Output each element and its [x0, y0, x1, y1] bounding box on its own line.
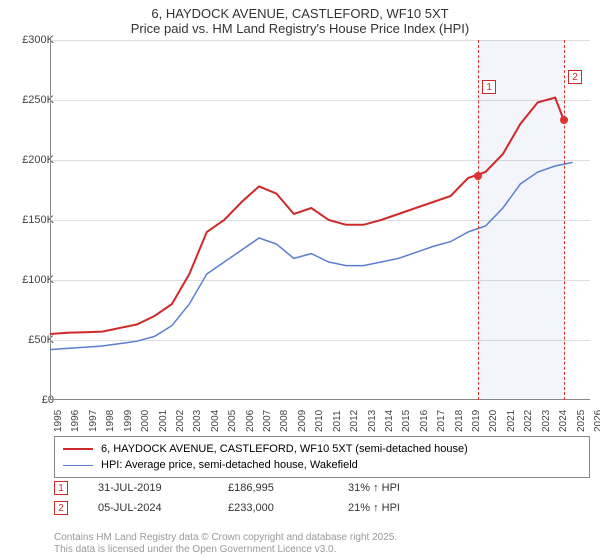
sale-date: 31-JUL-2019 — [98, 482, 228, 494]
series-hpi — [50, 162, 573, 349]
sale-price: £186,995 — [228, 482, 348, 494]
x-tick-label: 2007 — [262, 410, 273, 432]
x-tick-label: 2008 — [279, 410, 290, 432]
sales-table: 1 31-JUL-2019 £186,995 31% ↑ HPI 2 05-JU… — [54, 478, 468, 518]
legend-label: HPI: Average price, semi-detached house,… — [101, 459, 358, 471]
legend-item-hpi: HPI: Average price, semi-detached house,… — [63, 457, 581, 473]
series-price_paid — [50, 98, 564, 334]
marker-vline — [564, 40, 565, 400]
sale-pct-vs-hpi: 31% ↑ HPI — [348, 482, 468, 494]
sale-point — [474, 172, 482, 180]
y-tick-label: £200K — [10, 154, 54, 166]
chart-title-block: 6, HAYDOCK AVENUE, CASTLEFORD, WF10 5XT … — [0, 0, 600, 38]
sale-marker-box: 2 — [54, 501, 68, 515]
y-tick-label: £300K — [10, 34, 54, 46]
x-tick-label: 2016 — [419, 410, 430, 432]
y-tick-label: £50K — [10, 334, 54, 346]
x-tick-label: 2003 — [192, 410, 203, 432]
x-tick-label: 2012 — [349, 410, 360, 432]
x-tick-label: 1999 — [123, 410, 134, 432]
attribution-footer: Contains HM Land Registry data © Crown c… — [54, 532, 397, 556]
x-tick-label: 1995 — [53, 410, 64, 432]
x-tick-label: 2020 — [488, 410, 499, 432]
legend: 6, HAYDOCK AVENUE, CASTLEFORD, WF10 5XT … — [54, 436, 590, 478]
chart-marker-box: 1 — [482, 80, 496, 94]
x-tick-label: 2011 — [332, 410, 343, 432]
x-tick-label: 2018 — [454, 410, 465, 432]
footer-line-1: Contains HM Land Registry data © Crown c… — [54, 532, 397, 544]
x-tick-label: 2002 — [175, 410, 186, 432]
legend-swatch — [63, 448, 93, 450]
sale-pct-vs-hpi: 21% ↑ HPI — [348, 502, 468, 514]
y-tick-label: £150K — [10, 214, 54, 226]
x-tick-label: 2025 — [576, 410, 587, 432]
sale-marker-box: 1 — [54, 481, 68, 495]
x-tick-label: 2006 — [245, 410, 256, 432]
x-tick-label: 2005 — [227, 410, 238, 432]
x-tick-label: 2014 — [384, 410, 395, 432]
x-tick-label: 2000 — [140, 410, 151, 432]
chart-marker-box: 2 — [568, 70, 582, 84]
y-tick-label: £0 — [10, 394, 54, 406]
sale-row: 2 05-JUL-2024 £233,000 21% ↑ HPI — [54, 498, 468, 518]
footer-line-2: This data is licensed under the Open Gov… — [54, 544, 397, 556]
x-tick-label: 2024 — [558, 410, 569, 432]
title-line-1: 6, HAYDOCK AVENUE, CASTLEFORD, WF10 5XT — [0, 6, 600, 21]
x-tick-label: 2019 — [471, 410, 482, 432]
x-tick-label: 2022 — [523, 410, 534, 432]
x-tick-label: 1997 — [88, 410, 99, 432]
x-tick-label: 2001 — [158, 410, 169, 432]
legend-swatch — [63, 465, 93, 466]
x-tick-label: 2004 — [210, 410, 221, 432]
marker-vline — [478, 40, 479, 400]
y-tick-label: £250K — [10, 94, 54, 106]
x-tick-label: 2010 — [314, 410, 325, 432]
legend-item-price-paid: 6, HAYDOCK AVENUE, CASTLEFORD, WF10 5XT … — [63, 441, 581, 457]
x-tick-label: 2021 — [506, 410, 517, 432]
x-tick-label: 2009 — [297, 410, 308, 432]
sale-price: £233,000 — [228, 502, 348, 514]
x-tick-label: 2017 — [436, 410, 447, 432]
y-tick-label: £100K — [10, 274, 54, 286]
chart-container: 6, HAYDOCK AVENUE, CASTLEFORD, WF10 5XT … — [0, 0, 600, 560]
title-line-2: Price paid vs. HM Land Registry's House … — [0, 21, 600, 36]
x-tick-label: 2015 — [401, 410, 412, 432]
sale-date: 05-JUL-2024 — [98, 502, 228, 514]
sale-row: 1 31-JUL-2019 £186,995 31% ↑ HPI — [54, 478, 468, 498]
sale-point — [560, 116, 568, 124]
x-tick-label: 2026 — [593, 410, 600, 432]
x-tick-label: 1996 — [70, 410, 81, 432]
legend-label: 6, HAYDOCK AVENUE, CASTLEFORD, WF10 5XT … — [101, 443, 468, 455]
x-tick-label: 2023 — [541, 410, 552, 432]
line-series-svg — [50, 40, 590, 400]
x-tick-label: 2013 — [367, 410, 378, 432]
x-tick-label: 1998 — [105, 410, 116, 432]
